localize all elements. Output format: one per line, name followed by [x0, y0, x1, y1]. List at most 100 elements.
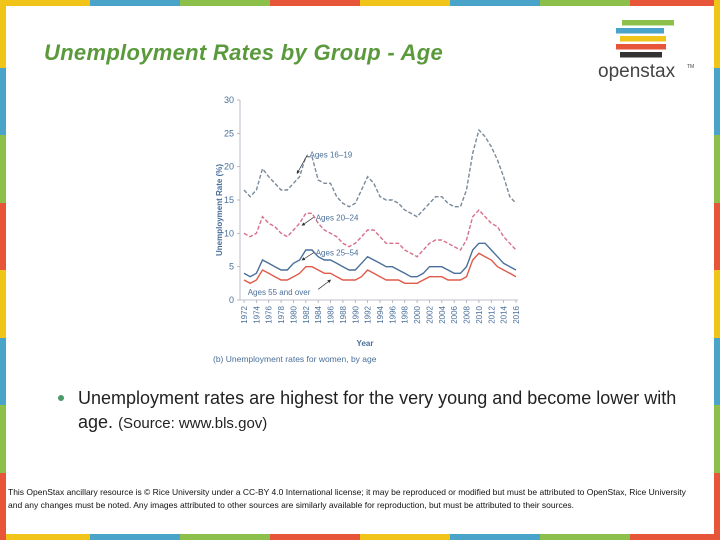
x-tick-label: 1992 — [364, 305, 373, 323]
series-annotation: Ages 20–24 — [316, 213, 359, 222]
border-segment — [270, 534, 360, 540]
x-tick-label: 1984 — [314, 305, 323, 323]
series-line — [244, 210, 516, 257]
border-segment — [540, 534, 630, 540]
x-tick-label: 1972 — [240, 305, 249, 323]
bullet-source: (Source: www.bls.gov) — [118, 415, 267, 432]
x-axis-label: Year — [357, 339, 374, 348]
border-segment — [714, 135, 720, 203]
x-tick-label: 2008 — [463, 305, 472, 323]
annotation-arrow — [297, 155, 307, 174]
x-tick-label: 1976 — [265, 305, 274, 323]
logo-bar — [616, 28, 664, 34]
y-tick-label: 0 — [229, 295, 234, 305]
x-tick-label: 1978 — [277, 305, 286, 323]
border-segment — [270, 0, 360, 6]
series-lines — [244, 130, 516, 283]
slide-title: Unemployment Rates by Group - Age — [44, 40, 443, 66]
border-segment — [0, 135, 6, 203]
y-tick-label: 15 — [224, 195, 234, 205]
x-tick-label: 2014 — [500, 305, 509, 323]
series-annotations: Ages 16–19 Ages 20–24 Ages 25–54 Ages 55 an… — [248, 151, 359, 297]
series-line — [244, 130, 516, 217]
right-color-border — [714, 0, 720, 540]
x-tick-label: 1986 — [327, 305, 336, 323]
x-tick-label: 2006 — [450, 305, 459, 323]
series-annotation: Ages 25–54 — [316, 249, 359, 258]
series-line — [244, 243, 516, 276]
border-segment — [630, 0, 720, 6]
border-segment — [450, 0, 540, 6]
series-annotation: Ages 16–19 — [310, 151, 353, 160]
border-segment — [180, 534, 270, 540]
bullet-text: Unemployment rates are highest for the v… — [78, 386, 678, 436]
border-segment — [0, 270, 6, 338]
border-segment — [0, 203, 6, 271]
y-axis-label: Unemployment Rate (%) — [215, 164, 224, 256]
border-segment — [450, 534, 540, 540]
border-segment — [630, 534, 720, 540]
openstax-logo-graphic: openstax TM — [596, 16, 700, 86]
x-tick-label: 1982 — [302, 305, 311, 323]
series-line — [244, 253, 516, 283]
x-tick-label: 1990 — [351, 305, 360, 323]
border-segment — [0, 338, 6, 406]
border-segment — [714, 405, 720, 473]
border-segment — [0, 68, 6, 136]
bullet-point: Unemployment rates are highest for the v… — [58, 386, 678, 436]
y-tick-label: 10 — [224, 228, 234, 238]
x-tick-label: 2002 — [425, 305, 434, 323]
border-segment — [180, 0, 270, 6]
chart-caption: (b) Unemployment rates for women, by age — [213, 354, 377, 364]
border-segment — [714, 68, 720, 136]
border-segment — [714, 270, 720, 338]
y-tick-label: 30 — [224, 95, 234, 105]
annotation-arrow — [302, 217, 314, 225]
border-segment — [0, 405, 6, 473]
border-segment — [0, 0, 90, 6]
x-tick-label: 1980 — [289, 305, 298, 323]
border-segment — [90, 0, 180, 6]
border-segment — [714, 473, 720, 540]
top-color-border — [0, 0, 720, 6]
openstax-logo: openstax TM — [596, 16, 700, 86]
x-tick-label: 1988 — [339, 305, 348, 323]
border-segment — [0, 0, 6, 68]
x-tick-label: 1996 — [388, 305, 397, 323]
y-tick-label: 25 — [224, 128, 234, 138]
unemployment-chart: 0 5 10 15 20 25 30 1972 1974 1976 1978 1980 1982 1984… — [210, 88, 530, 370]
logo-bar — [620, 36, 666, 42]
border-segment — [714, 203, 720, 271]
x-tick-label: 2010 — [475, 305, 484, 323]
logo-bar — [616, 44, 666, 50]
x-tick-label: 1998 — [401, 305, 410, 323]
logo-bar — [622, 20, 674, 26]
border-segment — [0, 534, 90, 540]
border-segment — [90, 534, 180, 540]
x-tick-label: 1994 — [376, 305, 385, 323]
bottom-color-border — [0, 534, 720, 540]
border-segment — [0, 473, 6, 540]
logo-trademark: TM — [687, 64, 694, 70]
border-segment — [360, 534, 450, 540]
x-tick-label: 1974 — [252, 305, 261, 323]
logo-bar — [620, 52, 662, 58]
logo-wordmark: openstax — [598, 61, 676, 82]
bullet-dot-icon — [58, 395, 64, 401]
x-tick-label: 2004 — [438, 305, 447, 323]
license-footer: This OpenStax ancillary resource is © Ri… — [8, 486, 698, 511]
chart-svg: 0 5 10 15 20 25 30 1972 1974 1976 1978 1980 1982 1984… — [210, 88, 530, 370]
x-tick-label: 2000 — [413, 305, 422, 323]
y-tick-label: 20 — [224, 162, 234, 172]
border-segment — [360, 0, 450, 6]
border-segment — [714, 338, 720, 406]
logo-book-stack-icon — [616, 20, 674, 58]
annotation-arrow — [318, 280, 330, 289]
border-segment — [714, 0, 720, 68]
series-annotation: Ages 55 and over — [248, 288, 311, 297]
x-tick-label: 2012 — [487, 305, 496, 323]
x-tick-label: 2016 — [512, 305, 521, 323]
y-tick-label: 5 — [229, 262, 234, 272]
border-segment — [540, 0, 630, 6]
